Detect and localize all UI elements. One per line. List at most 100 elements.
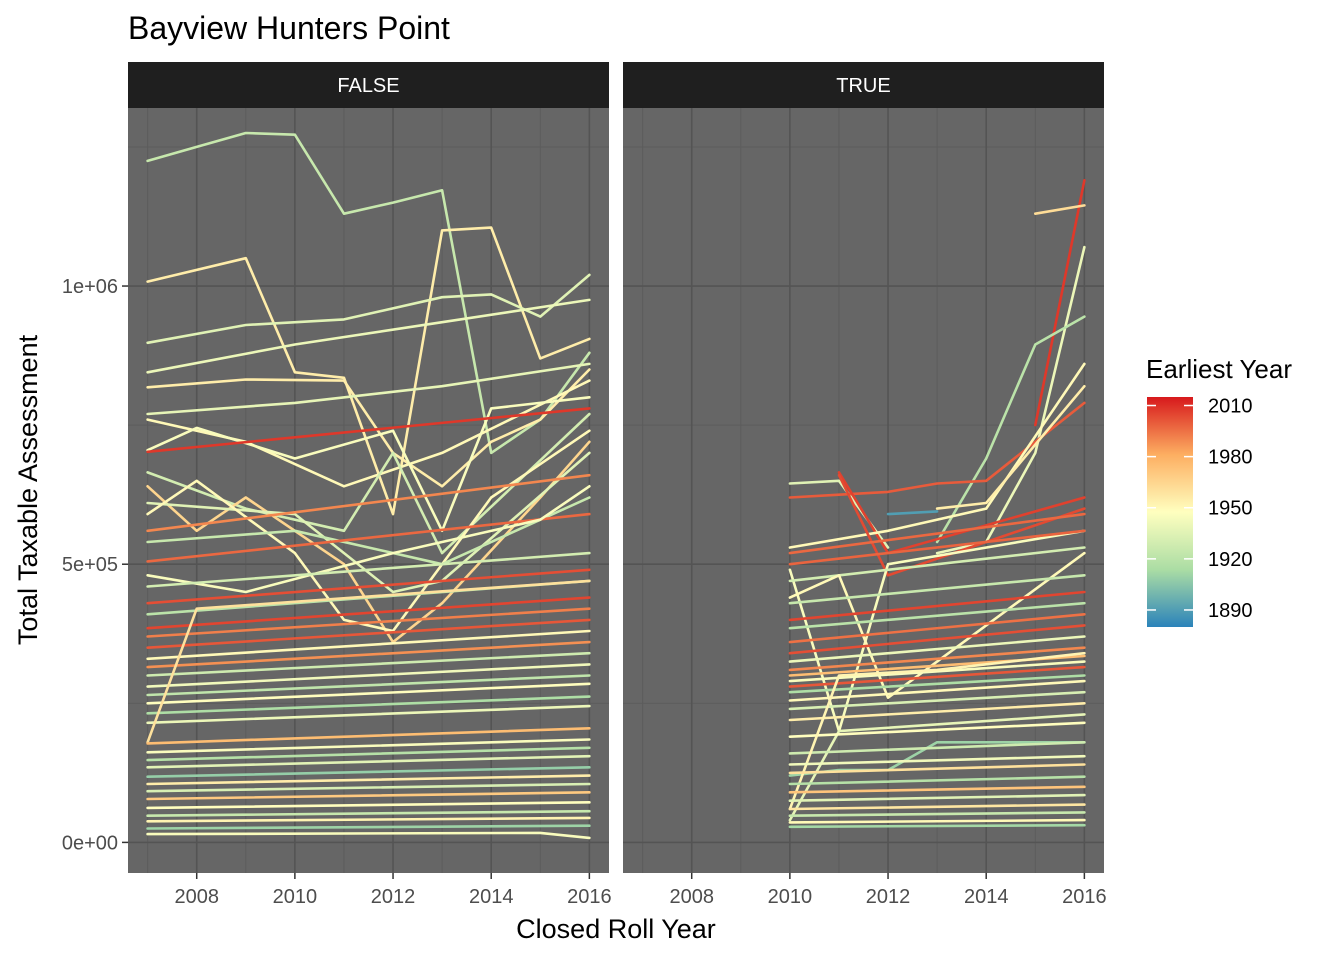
series-line — [788, 665, 1086, 688]
series-line — [788, 573, 1086, 605]
series-line — [788, 793, 1086, 803]
panel-true-lines — [788, 179, 1086, 829]
series-line — [146, 629, 591, 661]
series-line — [886, 510, 939, 516]
series-line — [146, 379, 591, 488]
series-line — [788, 713, 1086, 822]
x-axis: 2008 2010 2012 2014 2016 2008 2010 2012 2014 2016 — [174, 873, 1107, 908]
series-line — [146, 568, 591, 605]
series-line — [788, 401, 1086, 499]
strip-true-bg — [623, 62, 1104, 108]
x-tick-label: 2014 — [964, 886, 1009, 908]
series-line — [146, 368, 591, 488]
y-axis-title: Total Taxable Assessment — [13, 334, 43, 645]
facet-true: TRUE — [623, 62, 1104, 873]
series-line — [788, 551, 1086, 700]
series-line — [146, 596, 591, 630]
series-line — [146, 640, 591, 669]
x-tick-label: 2014 — [469, 886, 514, 908]
series-line — [788, 754, 1086, 766]
strip-true-label: TRUE — [836, 75, 890, 97]
x-tick-label: 2008 — [174, 886, 219, 908]
series-line — [788, 529, 1086, 566]
y-tick-label: 1e+06 — [62, 276, 118, 298]
series-line — [146, 395, 591, 533]
series-line — [146, 765, 591, 779]
series-line — [788, 590, 1086, 622]
series-line — [788, 811, 1086, 818]
series-line — [146, 695, 591, 715]
series-line — [146, 298, 591, 374]
series-line — [788, 601, 1086, 630]
series-line — [1034, 204, 1086, 215]
series-line — [146, 273, 591, 345]
series-line — [788, 362, 1086, 549]
series-line — [146, 429, 591, 633]
x-tick-label: 2008 — [669, 886, 714, 908]
series-line — [788, 674, 1086, 694]
series-line — [146, 607, 591, 638]
series-line — [788, 612, 1086, 644]
legend-label: 1980 — [1208, 447, 1253, 469]
series-line — [788, 823, 1086, 829]
series-line — [146, 738, 591, 754]
series-line — [935, 245, 1086, 555]
x-tick-label: 2012 — [371, 886, 416, 908]
series-line — [146, 551, 591, 588]
series-line — [146, 651, 591, 677]
x-tick-label: 2016 — [1062, 886, 1107, 908]
series-line — [788, 740, 1086, 755]
series-line — [146, 774, 591, 786]
series-line — [146, 473, 591, 533]
series-line — [788, 721, 1086, 739]
legend-title: Earliest Year — [1146, 354, 1292, 384]
x-tick-label: 2010 — [768, 886, 813, 908]
panel-false-lines — [146, 131, 591, 840]
series-line — [146, 746, 591, 762]
y-axis: 0e+00 5e+05 1e+06 — [62, 276, 128, 854]
series-line — [788, 763, 1086, 775]
series-line — [146, 131, 591, 455]
series-line — [146, 579, 591, 744]
series-line — [146, 782, 591, 793]
series-line — [146, 816, 591, 823]
strip-false-label: FALSE — [337, 75, 399, 97]
series-line — [788, 785, 1086, 794]
series-line — [788, 701, 1086, 722]
series-line — [146, 407, 591, 454]
series-line — [146, 496, 591, 566]
series-line — [935, 315, 1086, 544]
x-tick-label: 2016 — [567, 886, 612, 908]
series-line — [146, 682, 591, 705]
x-axis-title: Closed Roll Year — [516, 914, 716, 944]
chart-title: Bayview Hunters Point — [128, 10, 450, 46]
legend-ticks: 2010 1980 1950 1920 1890 — [1147, 396, 1253, 622]
legend-label: 1890 — [1208, 600, 1253, 622]
series-line — [146, 754, 591, 769]
legend-label: 1920 — [1208, 549, 1253, 571]
legend-label: 1950 — [1208, 498, 1253, 520]
series-line — [146, 824, 591, 830]
panel-true-grid — [623, 108, 1104, 873]
x-tick-label: 2012 — [866, 886, 911, 908]
series-line — [146, 726, 591, 745]
legend: Earliest Year 2010 1980 1950 1920 1890 — [1146, 354, 1292, 627]
legend-label: 2010 — [1208, 396, 1253, 418]
series-line — [788, 624, 1086, 655]
series-line — [146, 440, 591, 644]
series-line — [146, 809, 591, 818]
series-line — [788, 646, 1086, 672]
series-line — [788, 679, 1086, 702]
series-line — [146, 226, 591, 516]
legend-colorbar — [1147, 397, 1193, 627]
series-line — [146, 451, 591, 594]
series-line — [788, 818, 1086, 824]
series-line — [1034, 179, 1086, 427]
series-line — [935, 384, 1086, 510]
y-tick-label: 5e+05 — [62, 554, 118, 576]
y-tick-label: 0e+00 — [62, 832, 118, 854]
series-line — [788, 803, 1086, 811]
series-line — [788, 635, 1086, 663]
series-line — [146, 800, 591, 810]
